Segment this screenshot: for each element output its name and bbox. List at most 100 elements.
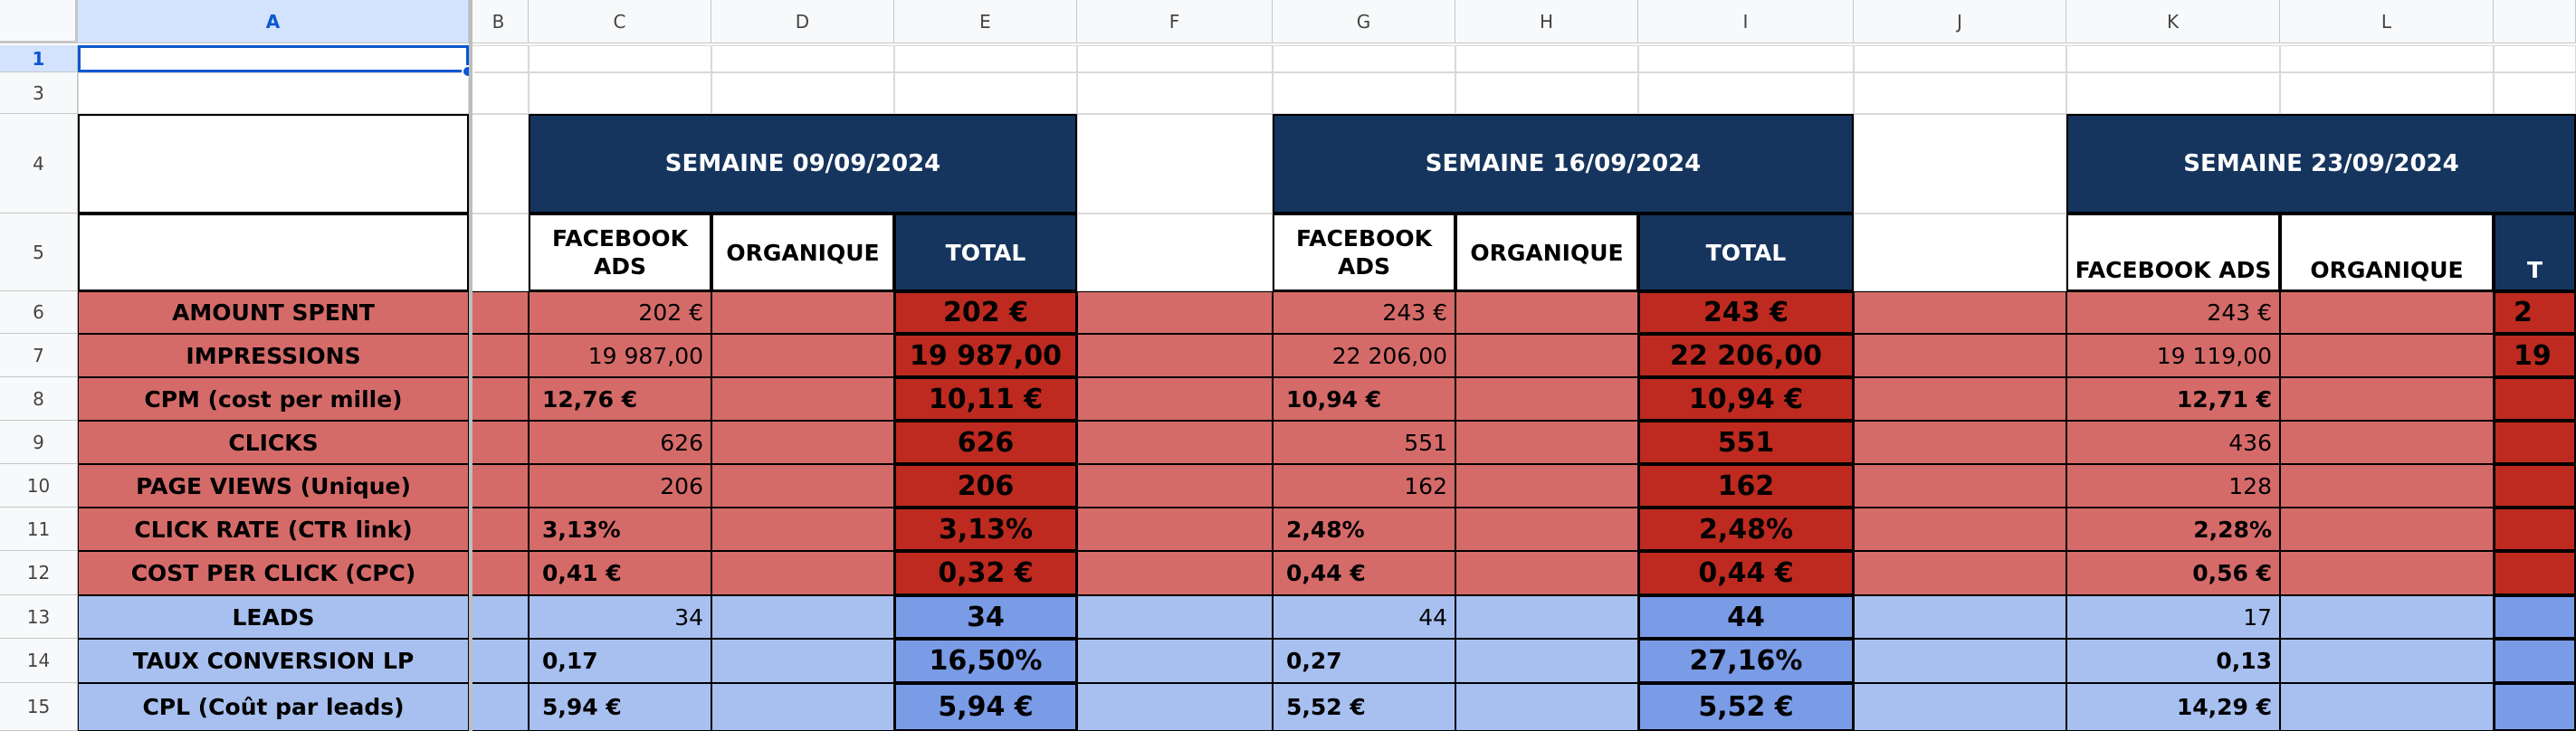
cell-total[interactable] [2494, 639, 2576, 683]
spacer-cell[interactable] [1854, 114, 2066, 214]
cell-organique[interactable] [1455, 551, 1638, 595]
spacer-cell[interactable] [1077, 639, 1273, 683]
spacer-cell[interactable] [469, 114, 529, 214]
cell-total[interactable]: 0,32 € [894, 551, 1077, 595]
cell[interactable] [1077, 72, 1273, 114]
cell[interactable] [2494, 72, 2576, 114]
spacer-cell[interactable] [1077, 595, 1273, 639]
spacer-cell[interactable] [469, 595, 529, 639]
cell-organique[interactable] [711, 508, 894, 551]
spacer-cell[interactable] [469, 334, 529, 377]
cell-organique[interactable] [711, 334, 894, 377]
cell-facebook-ads[interactable]: 0,13 [2066, 639, 2280, 683]
cell-organique[interactable] [2280, 551, 2494, 595]
row-header-1[interactable]: 1 [0, 45, 78, 72]
spacer-cell[interactable] [1854, 334, 2066, 377]
cell-facebook-ads[interactable]: 34 [529, 595, 711, 639]
cell-organique[interactable] [2280, 595, 2494, 639]
cell-facebook-ads[interactable]: 202 € [529, 291, 711, 334]
cell-total[interactable] [2494, 683, 2576, 731]
cell-facebook-ads[interactable]: 5,52 € [1273, 683, 1455, 731]
cell-facebook-ads[interactable]: 12,76 € [529, 377, 711, 421]
row-header-3[interactable]: 3 [0, 72, 78, 114]
cell-a4[interactable] [78, 114, 469, 214]
spacer-cell[interactable] [1077, 214, 1273, 291]
cell[interactable] [894, 72, 1077, 114]
row-header-4[interactable]: 4 [0, 114, 78, 214]
cell[interactable] [2280, 72, 2494, 114]
cell-organique[interactable] [2280, 421, 2494, 464]
cell-organique[interactable] [711, 291, 894, 334]
cell-facebook-ads[interactable]: 14,29 € [2066, 683, 2280, 731]
spacer-cell[interactable] [1854, 639, 2066, 683]
spacer-cell[interactable] [1854, 377, 2066, 421]
spacer-cell[interactable] [1077, 377, 1273, 421]
cell[interactable] [711, 72, 894, 114]
row-header-12[interactable]: 12 [0, 551, 78, 595]
cell-facebook-ads[interactable]: 243 € [2066, 291, 2280, 334]
row-header-13[interactable]: 13 [0, 595, 78, 639]
cell-facebook-ads[interactable]: 0,56 € [2066, 551, 2280, 595]
spacer-cell[interactable] [1077, 421, 1273, 464]
cell-organique[interactable] [1455, 639, 1638, 683]
column-header-a[interactable]: A [78, 0, 469, 43]
cell-organique[interactable] [2280, 508, 2494, 551]
row-header-14[interactable]: 14 [0, 639, 78, 683]
cell-facebook-ads[interactable]: 2,28% [2066, 508, 2280, 551]
cell-organique[interactable] [1455, 291, 1638, 334]
cell-facebook-ads[interactable]: 206 [529, 464, 711, 508]
spacer-cell[interactable] [469, 464, 529, 508]
cell-total[interactable]: 34 [894, 595, 1077, 639]
cell-facebook-ads[interactable]: 3,13% [529, 508, 711, 551]
cell-total[interactable]: 10,94 € [1638, 377, 1854, 421]
cell-facebook-ads[interactable]: 243 € [1273, 291, 1455, 334]
cell-organique[interactable] [1455, 334, 1638, 377]
spacer-cell[interactable] [1854, 595, 2066, 639]
cell-total[interactable]: 0,44 € [1638, 551, 1854, 595]
cell-total[interactable]: 5,94 € [894, 683, 1077, 731]
cell[interactable] [1455, 72, 1638, 114]
row-header-11[interactable]: 11 [0, 508, 78, 551]
cell-organique[interactable] [1455, 377, 1638, 421]
cell-facebook-ads[interactable]: 19 119,00 [2066, 334, 2280, 377]
cell-total[interactable]: 22 206,00 [1638, 334, 1854, 377]
cell-organique[interactable] [2280, 683, 2494, 731]
cell-organique[interactable] [2280, 377, 2494, 421]
spacer-cell[interactable] [469, 214, 529, 291]
cell-organique[interactable] [711, 377, 894, 421]
spacer-cell[interactable] [469, 639, 529, 683]
cell-organique[interactable] [711, 421, 894, 464]
cell-organique[interactable] [1455, 595, 1638, 639]
cell[interactable] [1273, 45, 1455, 72]
cell[interactable] [1273, 72, 1455, 114]
column-header-e[interactable]: E [894, 0, 1077, 43]
cell-facebook-ads[interactable]: 0,44 € [1273, 551, 1455, 595]
spacer-cell[interactable] [1854, 291, 2066, 334]
cell-organique[interactable] [711, 683, 894, 731]
cell-total[interactable] [2494, 377, 2576, 421]
column-header-d[interactable]: D [711, 0, 894, 43]
spacer-cell[interactable] [1077, 334, 1273, 377]
cell-facebook-ads[interactable]: 0,17 [529, 639, 711, 683]
select-all-corner[interactable] [0, 0, 78, 43]
cell-facebook-ads[interactable]: 551 [1273, 421, 1455, 464]
spacer-cell[interactable] [1854, 508, 2066, 551]
cell-total[interactable] [2494, 508, 2576, 551]
row-header-7[interactable]: 7 [0, 334, 78, 377]
row-header-10[interactable]: 10 [0, 464, 78, 508]
cell-a5[interactable] [78, 214, 469, 291]
cell-organique[interactable] [711, 639, 894, 683]
cell-facebook-ads[interactable]: 128 [2066, 464, 2280, 508]
cell-total[interactable]: 626 [894, 421, 1077, 464]
cell[interactable] [1854, 72, 2066, 114]
cell-total[interactable]: 27,16% [1638, 639, 1854, 683]
cell-total[interactable] [2494, 421, 2576, 464]
cell-facebook-ads[interactable]: 17 [2066, 595, 2280, 639]
cell-facebook-ads[interactable]: 5,94 € [529, 683, 711, 731]
column-header-i[interactable]: I [1638, 0, 1854, 43]
cell-organique[interactable] [1455, 508, 1638, 551]
spacer-cell[interactable] [1077, 291, 1273, 334]
column-header-l[interactable]: L [2280, 0, 2494, 43]
row-header-5[interactable]: 5 [0, 214, 78, 291]
